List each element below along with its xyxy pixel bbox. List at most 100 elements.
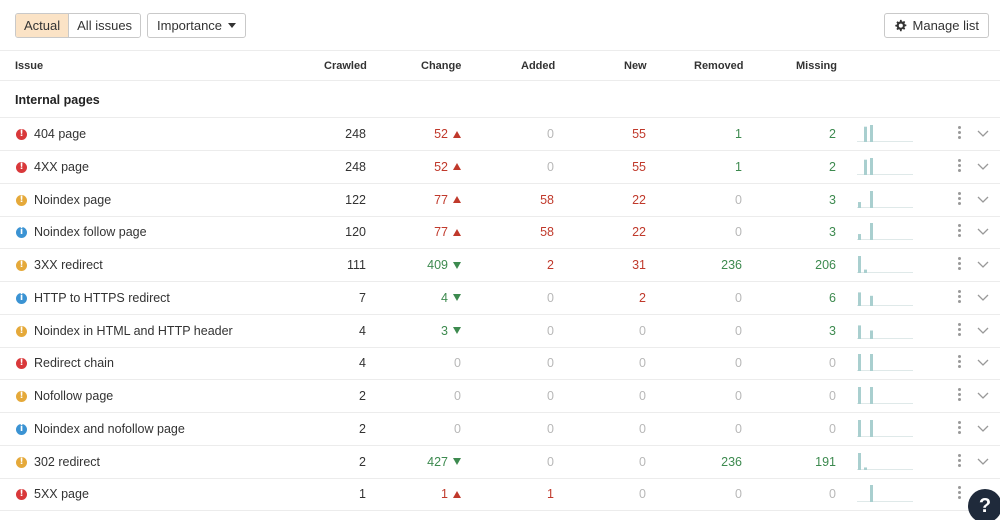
issue-name-link[interactable]: Nofollow page [34,389,114,403]
missing-value[interactable]: 2 [829,159,836,174]
change-value[interactable]: 52 [391,160,461,174]
added-value[interactable]: 2 [547,258,554,272]
more-options-icon[interactable] [955,158,963,175]
new-value[interactable]: 22 [632,225,646,240]
added-value[interactable]: 58 [540,192,554,207]
removed-value[interactable]: 0 [735,290,742,305]
crawled-value[interactable]: 111 [346,258,366,272]
added-value[interactable]: 0 [547,159,554,174]
tab-all-issues[interactable]: All issues [69,14,141,37]
missing-value[interactable]: 6 [829,290,836,305]
header-new[interactable]: New [624,60,647,72]
more-options-icon[interactable] [955,420,963,437]
table-row[interactable]: ! 302 redirect 2 427 0 0 236 191 [0,446,1000,479]
chevron-down-icon[interactable] [977,356,989,368]
missing-value[interactable]: 3 [829,323,836,338]
table-row[interactable]: ! 3XX redirect 111 409 2 31 236 206 [0,249,1000,282]
missing-value[interactable]: 0 [829,421,836,436]
added-value[interactable]: 0 [547,389,554,403]
missing-value[interactable]: 0 [829,356,836,371]
removed-value[interactable]: 0 [735,487,742,502]
missing-value[interactable]: 2 [829,127,836,141]
issue-name-link[interactable]: Redirect chain [34,356,114,371]
change-value[interactable]: 409 [391,258,461,272]
issue-name-link[interactable]: 404 page [34,127,87,141]
table-row[interactable]: ! Noindex in HTML and HTTP header 4 3 0 0 0 3 [0,315,1000,348]
added-value[interactable]: 0 [547,290,554,305]
removed-value[interactable]: 0 [735,356,742,371]
table-row[interactable]: i Noindex and nofollow page 2 0 0 0 0 0 [0,413,1000,446]
issue-name-link[interactable]: 4XX page [34,159,89,174]
more-options-icon[interactable] [955,289,963,306]
new-value[interactable]: 2 [639,290,646,305]
removed-value[interactable]: 0 [735,323,742,338]
more-options-icon[interactable] [955,355,963,371]
new-value[interactable]: 0 [639,454,646,469]
new-value[interactable]: 55 [632,127,646,141]
chevron-down-icon[interactable] [977,455,989,467]
new-value[interactable]: 31 [632,258,646,272]
chevron-down-icon[interactable] [977,160,989,172]
new-value[interactable]: 0 [639,356,646,371]
new-value[interactable]: 0 [639,323,646,338]
table-row[interactable]: i Noindex follow page 120 77 58 22 0 3 [0,216,1000,250]
missing-value[interactable]: 3 [829,225,836,240]
added-value[interactable]: 0 [547,454,554,469]
added-value[interactable]: 0 [547,356,554,371]
more-options-icon[interactable] [955,257,963,273]
change-value[interactable]: 0 [391,389,461,403]
more-options-icon[interactable] [955,126,963,142]
issue-name-link[interactable]: Noindex follow page [34,225,147,240]
crawled-value[interactable]: 2 [359,389,366,403]
removed-value[interactable]: 0 [735,389,742,403]
new-value[interactable]: 0 [639,389,646,403]
issue-name-link[interactable]: Noindex page [34,192,112,207]
new-value[interactable]: 0 [639,487,646,502]
added-value[interactable]: 0 [547,323,554,338]
added-value[interactable]: 58 [540,225,554,240]
chevron-down-icon[interactable] [977,422,989,434]
issue-name-link[interactable]: 3XX redirect [34,258,103,272]
chevron-down-icon[interactable] [977,389,989,401]
table-row[interactable]: ! 5XX page 1 1 1 0 0 0 [0,478,1000,512]
new-value[interactable]: 0 [639,421,646,436]
header-missing[interactable]: Missing [796,60,837,72]
help-button[interactable]: ? [968,489,1000,520]
removed-value[interactable]: 0 [735,421,742,436]
more-options-icon[interactable] [955,322,963,339]
table-row[interactable]: ! Noindex page 122 77 58 22 0 3 [0,184,1000,217]
header-issue[interactable]: Issue [15,60,44,72]
table-row[interactable]: i HTTP to HTTPS redirect 7 4 0 2 0 6 [0,282,1000,315]
chevron-down-icon[interactable] [977,291,989,303]
chevron-down-icon[interactable] [977,225,989,237]
header-added[interactable]: Added [521,60,556,72]
removed-value[interactable]: 0 [735,225,742,240]
change-value[interactable]: 52 [391,127,461,141]
crawled-value[interactable]: 2 [359,421,366,436]
change-value[interactable]: 77 [391,225,461,239]
removed-value[interactable]: 1 [735,159,742,174]
added-value[interactable]: 0 [547,127,554,141]
header-removed[interactable]: Removed [694,60,744,72]
removed-value[interactable]: 236 [721,258,742,272]
new-value[interactable]: 22 [632,192,646,207]
missing-value[interactable]: 3 [829,192,836,207]
removed-value[interactable]: 236 [721,454,742,469]
crawled-value[interactable]: 1 [359,487,366,502]
table-row[interactable]: ! Nofollow page 2 0 0 0 0 0 [0,380,1000,413]
more-options-icon[interactable] [955,453,963,470]
more-options-icon[interactable] [955,224,963,240]
more-options-icon[interactable] [955,191,963,208]
header-crawled[interactable]: Crawled [324,60,367,72]
issue-name-link[interactable]: 302 redirect [34,454,101,469]
issue-name-link[interactable]: Noindex in HTML and HTTP header [34,323,233,338]
crawled-value[interactable]: 120 [345,225,366,240]
crawled-value[interactable]: 122 [345,192,366,207]
chevron-down-icon[interactable] [977,193,989,205]
added-value[interactable]: 1 [547,487,554,502]
chevron-down-icon[interactable] [977,324,989,336]
header-change[interactable]: Change [421,60,462,72]
issue-name-link[interactable]: Noindex and nofollow page [34,421,185,436]
more-options-icon[interactable] [955,388,963,404]
change-value[interactable]: 77 [391,193,461,207]
